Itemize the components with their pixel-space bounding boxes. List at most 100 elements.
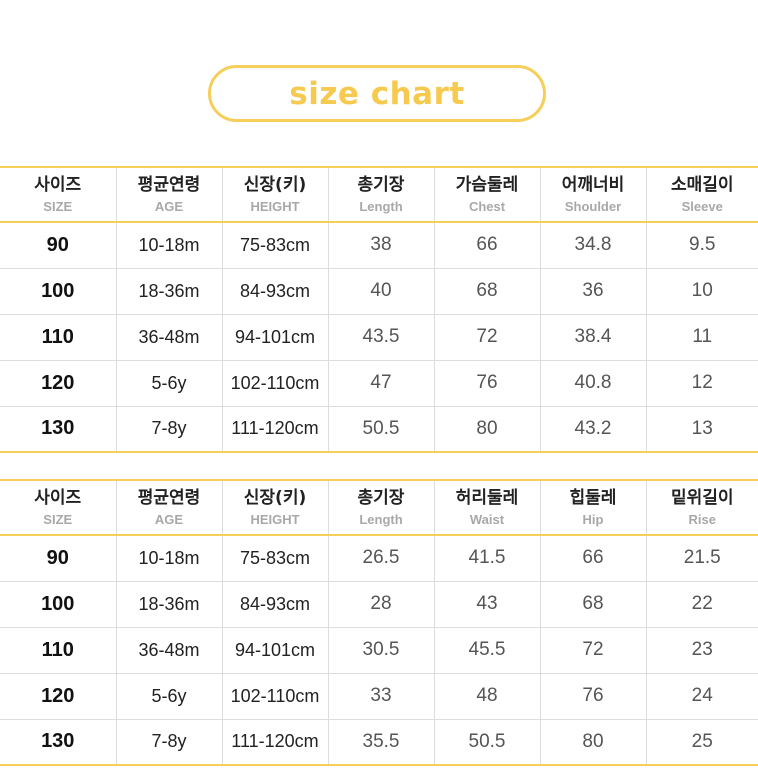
- size-chart-title: size chart: [208, 65, 546, 122]
- header-row: 사이즈 SIZE 평균연령 AGE 신장(키) HEIGHT 총기장 Length 허리둘레 Wa…: [0, 480, 758, 535]
- header-label-en: SIZE: [43, 511, 73, 527]
- table-row: 110 36-48m 94-101cm 30.5 45.5 72 23: [0, 627, 758, 673]
- column-header: 허리둘레 Waist: [433, 480, 540, 535]
- table-cell: 40.8: [539, 360, 646, 406]
- table-cell: 76: [433, 360, 540, 406]
- header-row: 사이즈 SIZE 평균연령 AGE 신장(키) HEIGHT 총기장 Length 가슴둘레 Ch…: [0, 167, 758, 222]
- table-cell: 102-110cm: [221, 360, 328, 406]
- table-cell: 111-120cm: [221, 406, 328, 452]
- title-text: size chart: [289, 75, 465, 112]
- table-row: 100 18-36m 84-93cm 40 68 36 10: [0, 268, 758, 314]
- column-header: 신장(키) HEIGHT: [221, 167, 328, 222]
- header-label-en: AGE: [154, 198, 184, 214]
- size-cell: 100: [41, 592, 75, 615]
- table-cell: 36-48m: [115, 314, 222, 360]
- table-cell: 9.5: [645, 222, 758, 268]
- table-cell: 5-6y: [115, 673, 222, 719]
- table-cell: 38: [327, 222, 434, 268]
- size-cell: 130: [41, 730, 75, 753]
- header-label-en: Chest: [468, 198, 506, 214]
- header-label-en: Sleeve: [681, 198, 723, 214]
- table-row: 130 7-8y 111-120cm 50.5 80 43.2 13: [0, 406, 758, 452]
- header-label-kr: 총기장: [357, 487, 405, 508]
- table-cell: 80: [539, 719, 646, 765]
- table-cell: 43.5: [327, 314, 434, 360]
- table-row: 130 7-8y 111-120cm 35.5 50.5 80 25: [0, 719, 758, 765]
- table-cell: 24: [645, 673, 758, 719]
- table-cell: 26.5: [327, 535, 434, 581]
- table-cell: 10: [645, 268, 758, 314]
- size-cell: 120: [41, 684, 75, 707]
- header-label-en: Length: [359, 198, 403, 214]
- table-row: 120 5-6y 102-110cm 47 76 40.8 12: [0, 360, 758, 406]
- table-cell: 7-8y: [115, 719, 222, 765]
- table-cell: 75-83cm: [221, 222, 328, 268]
- table-cell: 50.5: [327, 406, 434, 452]
- size-cell: 130: [41, 417, 75, 440]
- table-cell: 7-8y: [115, 406, 222, 452]
- header-label-kr: 허리둘레: [455, 487, 519, 508]
- table-cell: 45.5: [433, 627, 540, 673]
- table-cell: 72: [539, 627, 646, 673]
- header-label-en: Rise: [688, 511, 716, 527]
- column-header: 사이즈 SIZE: [0, 167, 116, 222]
- table-cell: 36-48m: [115, 627, 222, 673]
- header-label-kr: 소매길이: [670, 174, 734, 195]
- column-header: 가슴둘레 Chest: [433, 167, 540, 222]
- table-cell: 43: [433, 581, 540, 627]
- table-cell: 76: [539, 673, 646, 719]
- header-label-en: Waist: [469, 511, 505, 527]
- table-cell: 48: [433, 673, 540, 719]
- header-label-kr: 힙둘레: [569, 487, 617, 508]
- table-cell: 35.5: [327, 719, 434, 765]
- table-cell: 5-6y: [115, 360, 222, 406]
- size-cell: 120: [41, 371, 75, 394]
- table-cell: 10-18m: [115, 222, 222, 268]
- size-cell: 90: [46, 233, 69, 256]
- table-cell: 10-18m: [115, 535, 222, 581]
- table-cell: 18-36m: [115, 581, 222, 627]
- header-label-en: HEIGHT: [250, 198, 300, 214]
- column-header: 힙둘레 Hip: [539, 480, 646, 535]
- table-row: 120 5-6y 102-110cm 33 48 76 24: [0, 673, 758, 719]
- header-label-kr: 밑위길이: [670, 487, 734, 508]
- header-label-kr: 평균연령: [137, 174, 201, 195]
- table-row: 90 10-18m 75-83cm 38 66 34.8 9.5: [0, 222, 758, 268]
- table-cell: 43.2: [539, 406, 646, 452]
- header-label-kr: 신장(키): [243, 174, 307, 195]
- header-label-kr: 사이즈: [34, 174, 82, 195]
- top-size-table: 사이즈 SIZE 평균연령 AGE 신장(키) HEIGHT 총기장 Length 가슴둘레 Ch…: [0, 166, 758, 453]
- size-cell: 100: [41, 279, 75, 302]
- table-cell: 12: [645, 360, 758, 406]
- table-cell: 33: [327, 673, 434, 719]
- table-cell: 13: [645, 406, 758, 452]
- table-cell: 84-93cm: [221, 581, 328, 627]
- size-cell: 90: [46, 546, 69, 569]
- header-label-en: AGE: [154, 511, 184, 527]
- header-label-kr: 사이즈: [34, 487, 82, 508]
- header-label-kr: 어깨너비: [561, 174, 625, 195]
- table-cell: 40: [327, 268, 434, 314]
- header-label-en: Length: [359, 511, 403, 527]
- column-header: 평균연령 AGE: [115, 480, 222, 535]
- header-label-kr: 총기장: [357, 174, 405, 195]
- table-cell: 102-110cm: [221, 673, 328, 719]
- table-cell: 34.8: [539, 222, 646, 268]
- column-header: 평균연령 AGE: [115, 167, 222, 222]
- table-cell: 80: [433, 406, 540, 452]
- table-row: 90 10-18m 75-83cm 26.5 41.5 66 21.5: [0, 535, 758, 581]
- column-header: 소매길이 Sleeve: [645, 167, 758, 222]
- column-header: 총기장 Length: [327, 167, 434, 222]
- column-header: 신장(키) HEIGHT: [221, 480, 328, 535]
- table-cell: 75-83cm: [221, 535, 328, 581]
- size-cell: 110: [41, 325, 74, 348]
- table-cell: 68: [433, 268, 540, 314]
- table-cell: 68: [539, 581, 646, 627]
- header-label-en: Shoulder: [564, 198, 622, 214]
- table-cell: 41.5: [433, 535, 540, 581]
- column-header: 총기장 Length: [327, 480, 434, 535]
- header-label-en: HEIGHT: [250, 511, 300, 527]
- table-cell: 47: [327, 360, 434, 406]
- table-cell: 21.5: [645, 535, 758, 581]
- table-cell: 50.5: [433, 719, 540, 765]
